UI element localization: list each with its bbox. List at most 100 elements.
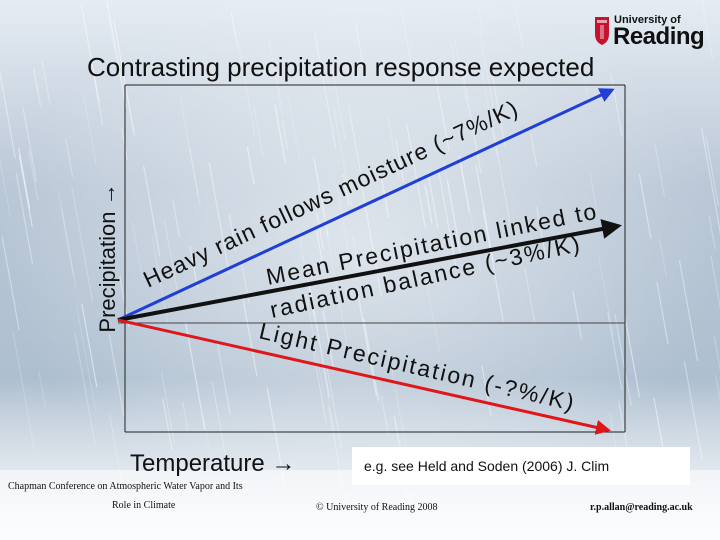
rain-streak bbox=[308, 281, 331, 399]
rain-streak bbox=[580, 57, 590, 103]
rain-streak bbox=[131, 221, 144, 281]
rain-streak bbox=[57, 190, 77, 289]
citation-box: e.g. see Held and Soden (2006) J. Clim bbox=[352, 447, 690, 485]
rain-streak bbox=[18, 147, 31, 210]
rain-streak bbox=[490, 66, 506, 147]
rain-streak bbox=[447, 181, 461, 253]
rain-streak bbox=[482, 209, 504, 322]
rain-streak bbox=[491, 124, 512, 227]
rain-streak bbox=[354, 21, 366, 78]
rain-streak bbox=[316, 212, 325, 250]
rain-streak bbox=[230, 11, 239, 48]
rain-streak bbox=[274, 104, 286, 164]
rain-streak bbox=[241, 295, 258, 377]
rain-streak bbox=[460, 61, 482, 174]
rain-streak bbox=[708, 215, 716, 250]
rain-streak bbox=[460, 166, 482, 273]
rain-streak bbox=[347, 105, 361, 172]
rain-streak bbox=[678, 259, 699, 362]
logo-line1: University of bbox=[614, 14, 681, 26]
rain-streak bbox=[253, 105, 264, 158]
rain-streak bbox=[432, 60, 450, 152]
rain-streak bbox=[357, 295, 377, 397]
x-axis-label: Temperature → bbox=[130, 450, 295, 478]
rain-streak bbox=[514, 5, 524, 48]
rain-streak bbox=[475, 164, 494, 263]
x-axis-label-text: Temperature bbox=[130, 450, 265, 477]
rain-streak bbox=[41, 60, 51, 104]
rain-streak bbox=[81, 303, 98, 388]
citation-text: e.g. see Held and Soden (2006) J. Clim bbox=[364, 458, 610, 474]
rain-streak bbox=[81, 5, 100, 103]
rain-streak bbox=[172, 198, 181, 238]
rain-streak bbox=[427, 172, 439, 229]
mean-precipitation-arrow bbox=[117, 219, 622, 322]
rain-streak bbox=[268, 37, 284, 115]
rain-streak bbox=[189, 147, 201, 208]
right-arrow-icon: → bbox=[271, 450, 296, 477]
light-precipitation-arrow bbox=[117, 318, 611, 435]
rain-streak bbox=[228, 214, 237, 252]
rain-streak bbox=[106, 1, 127, 108]
rain-streak bbox=[380, 176, 390, 219]
rain-streak bbox=[65, 137, 74, 178]
rain-streak bbox=[701, 0, 714, 60]
footer-email: r.p.allan@reading.ac.uk bbox=[590, 502, 693, 513]
rain-streak bbox=[92, 70, 104, 126]
rain-streak bbox=[572, 290, 583, 340]
rain-streak bbox=[654, 144, 666, 198]
rain-streak bbox=[476, 3, 484, 36]
rain-streak bbox=[450, 41, 459, 80]
rain-streak bbox=[246, 146, 255, 185]
y-axis-label-text: Precipitation bbox=[95, 211, 120, 333]
rain-streak bbox=[395, 138, 405, 183]
rain-streak bbox=[82, 93, 97, 165]
rain-streak bbox=[479, 32, 494, 108]
rain-streak bbox=[453, 36, 467, 103]
rain-streak bbox=[700, 127, 720, 235]
rain-streak bbox=[425, 277, 440, 352]
rain-streak bbox=[316, 230, 323, 263]
rain-streak bbox=[163, 219, 180, 301]
rain-streak bbox=[22, 107, 38, 183]
footer-conference-line1: Chapman Conference on Atmospheric Water … bbox=[8, 481, 243, 492]
rain-streak bbox=[713, 335, 720, 372]
rain-streak bbox=[314, 31, 337, 150]
rain-streak bbox=[589, 172, 598, 211]
crest-icon bbox=[595, 17, 609, 45]
rain-streak bbox=[15, 173, 34, 265]
rain-streak bbox=[326, 232, 348, 344]
rain-streak bbox=[18, 154, 33, 228]
rain-streak bbox=[142, 165, 161, 258]
rain-streak bbox=[0, 156, 11, 216]
rain-streak bbox=[658, 238, 667, 277]
rain-streak bbox=[342, 174, 350, 206]
rain-streak bbox=[281, 119, 289, 150]
rain-streak bbox=[458, 155, 470, 213]
rain-streak bbox=[331, 65, 346, 140]
rain-streak bbox=[656, 282, 669, 345]
rain-streak bbox=[60, 208, 75, 277]
rain-streak bbox=[237, 43, 256, 137]
heavy-rain-arrow bbox=[117, 88, 615, 322]
rain-streak bbox=[180, 99, 199, 197]
rain-streak bbox=[287, 93, 300, 160]
rain-streak bbox=[298, 230, 316, 322]
footer-copyright: © University of Reading 2008 bbox=[316, 502, 438, 513]
rain-streak bbox=[480, 64, 498, 156]
rain-streak bbox=[387, 117, 400, 179]
light-precipitation-label: Light Precipitation (-?%/K) bbox=[257, 318, 577, 416]
rain-streak bbox=[113, 20, 136, 136]
rain-streak bbox=[151, 237, 169, 323]
logo-line2: Reading bbox=[613, 23, 705, 50]
rain-streak bbox=[28, 149, 39, 201]
y-axis-label: Precipitation → bbox=[95, 183, 121, 332]
rain-streak bbox=[107, 15, 116, 54]
rain-streak bbox=[332, 105, 352, 207]
rain-streak bbox=[530, 134, 538, 168]
rain-streak bbox=[71, 186, 94, 303]
rain-streak bbox=[0, 69, 16, 159]
rain-streak bbox=[524, 268, 536, 323]
